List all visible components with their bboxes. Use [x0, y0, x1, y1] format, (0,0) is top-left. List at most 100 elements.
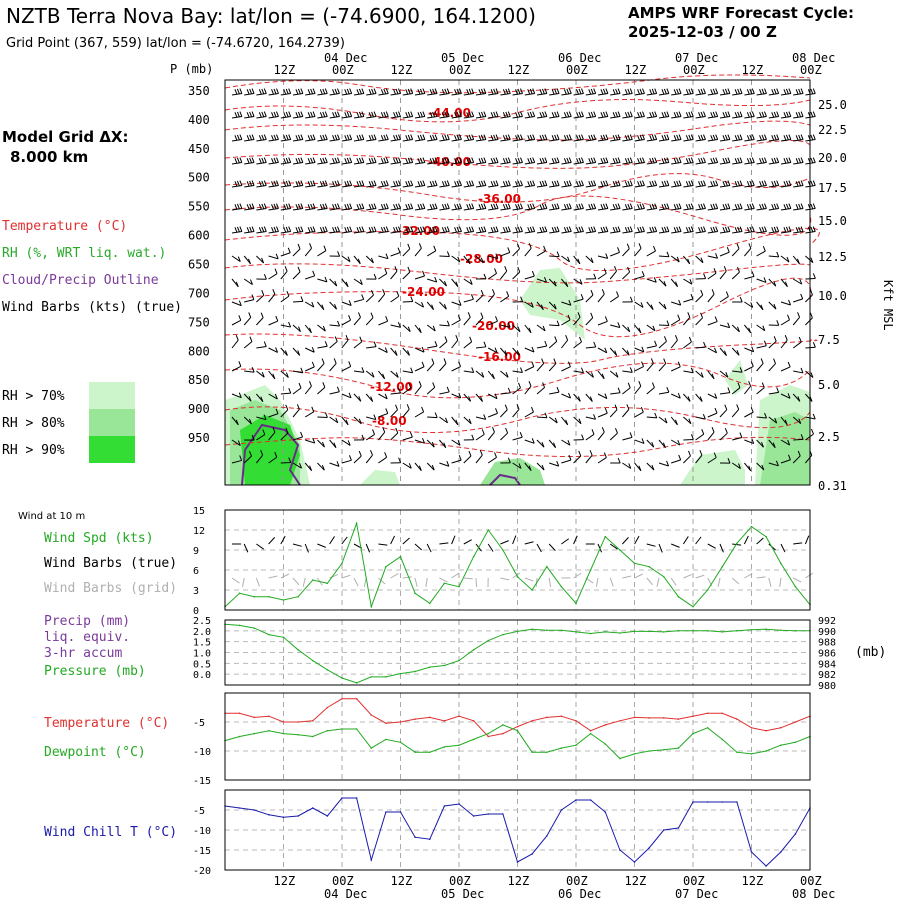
wind-barb-flag — [761, 134, 765, 141]
wind-barb-flag — [468, 88, 472, 95]
series-point — [326, 729, 329, 732]
wind-barb-flag — [300, 134, 304, 140]
wind-barb-flag — [337, 111, 340, 117]
wind-barb-flag — [249, 203, 253, 210]
wind-barb-flag — [761, 382, 765, 388]
grid-wind-barb — [573, 572, 582, 579]
wind-barb-flag — [567, 440, 571, 446]
surface-wind-barb — [524, 541, 534, 545]
wind-barb-flag — [507, 387, 511, 394]
bottom-time-tick: 12Z — [391, 874, 413, 888]
wind-barb — [756, 250, 766, 257]
wind-barb-flag — [532, 134, 536, 140]
wind-barb-flag — [601, 289, 605, 295]
wind-barb — [561, 366, 571, 372]
wind-barb-flag — [539, 227, 543, 233]
wind-barb-flag — [600, 89, 604, 95]
wind-barb — [744, 275, 755, 280]
wind-barb-flag — [812, 157, 816, 163]
wind-barb-flag — [434, 412, 438, 418]
series-point — [575, 602, 577, 605]
wind-barb — [451, 393, 461, 399]
wind-barb-flag — [276, 88, 279, 94]
wind-barb-flag — [312, 157, 316, 163]
wind-barb — [341, 301, 352, 306]
wind-barb — [561, 339, 569, 349]
wind-barb-flag — [455, 419, 459, 425]
series-point — [370, 747, 373, 749]
wind-barb-flag — [762, 325, 766, 331]
wind-barb-flag — [629, 226, 633, 232]
wind-barb — [585, 416, 596, 420]
wind-barb-flag — [246, 135, 250, 141]
height-tick-label: 5.0 — [818, 378, 840, 392]
wind-barb — [488, 320, 498, 326]
wind-barb — [622, 387, 631, 395]
wind-barb — [732, 370, 743, 373]
wind-barb-flag — [507, 247, 511, 253]
wind-barb — [268, 255, 279, 260]
wind-barb-flag — [444, 226, 448, 233]
wind-barb-flag — [746, 112, 750, 118]
wind-barb-flag — [650, 358, 654, 364]
wind-barb-flag — [715, 134, 719, 140]
wind-barb — [744, 347, 754, 353]
wind-barb-flag — [346, 180, 350, 187]
wind-barb-flag — [361, 134, 365, 140]
wind-barb-flag — [651, 180, 655, 187]
wind-barb-flag — [590, 203, 594, 210]
wind-barb-flag — [258, 158, 262, 164]
wind-barb-flag — [749, 226, 753, 233]
wind-barb — [475, 416, 486, 420]
panel-series-label: Temperature (°C) — [44, 716, 169, 731]
wind-barb — [634, 275, 645, 280]
wind-barb-flag — [383, 203, 387, 210]
panel-y-tick-label: 0 — [193, 606, 199, 617]
wind-barb — [719, 251, 730, 257]
wind-barb — [256, 434, 266, 441]
wind-barb-flag — [263, 88, 267, 94]
wind-barb — [304, 366, 315, 372]
series-point — [414, 718, 416, 720]
wind-barb-flag — [310, 134, 314, 141]
rh-legend-label: RH > 90% — [2, 443, 65, 458]
series-point — [253, 716, 256, 719]
wind-barb-flag — [285, 226, 289, 233]
wind-barb-flag — [418, 380, 422, 387]
wind-barb-flag — [334, 157, 338, 164]
series-point — [619, 720, 621, 722]
wind-barb-flag — [800, 203, 804, 209]
wind-barb-flag — [263, 180, 267, 186]
wind-barb-flag — [419, 157, 423, 164]
wind-barb-flag — [384, 268, 388, 274]
wind-barb-flag — [349, 203, 353, 209]
wind-barb-flag — [434, 203, 438, 209]
wind-barb-flag — [652, 325, 656, 331]
wind-barb-flag — [566, 180, 570, 187]
wind-barb-flag — [238, 315, 242, 321]
wind-barb-flag — [405, 181, 409, 187]
series-point — [253, 595, 256, 598]
wind-barb-flag — [324, 157, 328, 163]
wind-barb-flag — [666, 180, 670, 186]
wind-barb — [378, 273, 388, 280]
wind-barb-flag — [494, 268, 497, 274]
wind-barb-flag — [258, 227, 262, 233]
wind-barb — [512, 370, 523, 374]
wind-barb-flag — [237, 440, 241, 446]
wind-barb-flag — [385, 180, 389, 186]
series-point — [385, 738, 387, 741]
series-point — [502, 549, 504, 551]
wind-barb-flag — [385, 408, 389, 414]
wind-barb-flag — [345, 281, 349, 287]
wind-barb-flag — [576, 204, 580, 210]
surface-wind-barb — [634, 535, 640, 545]
wind-barb — [414, 301, 424, 308]
series-point — [253, 627, 256, 629]
wind-barb — [414, 385, 422, 395]
wind-barb — [365, 370, 375, 378]
wind-barb-flag — [751, 346, 755, 352]
wind-barb-flag — [234, 89, 238, 95]
wind-barb-flag — [661, 204, 665, 210]
wind-barb — [780, 278, 788, 288]
